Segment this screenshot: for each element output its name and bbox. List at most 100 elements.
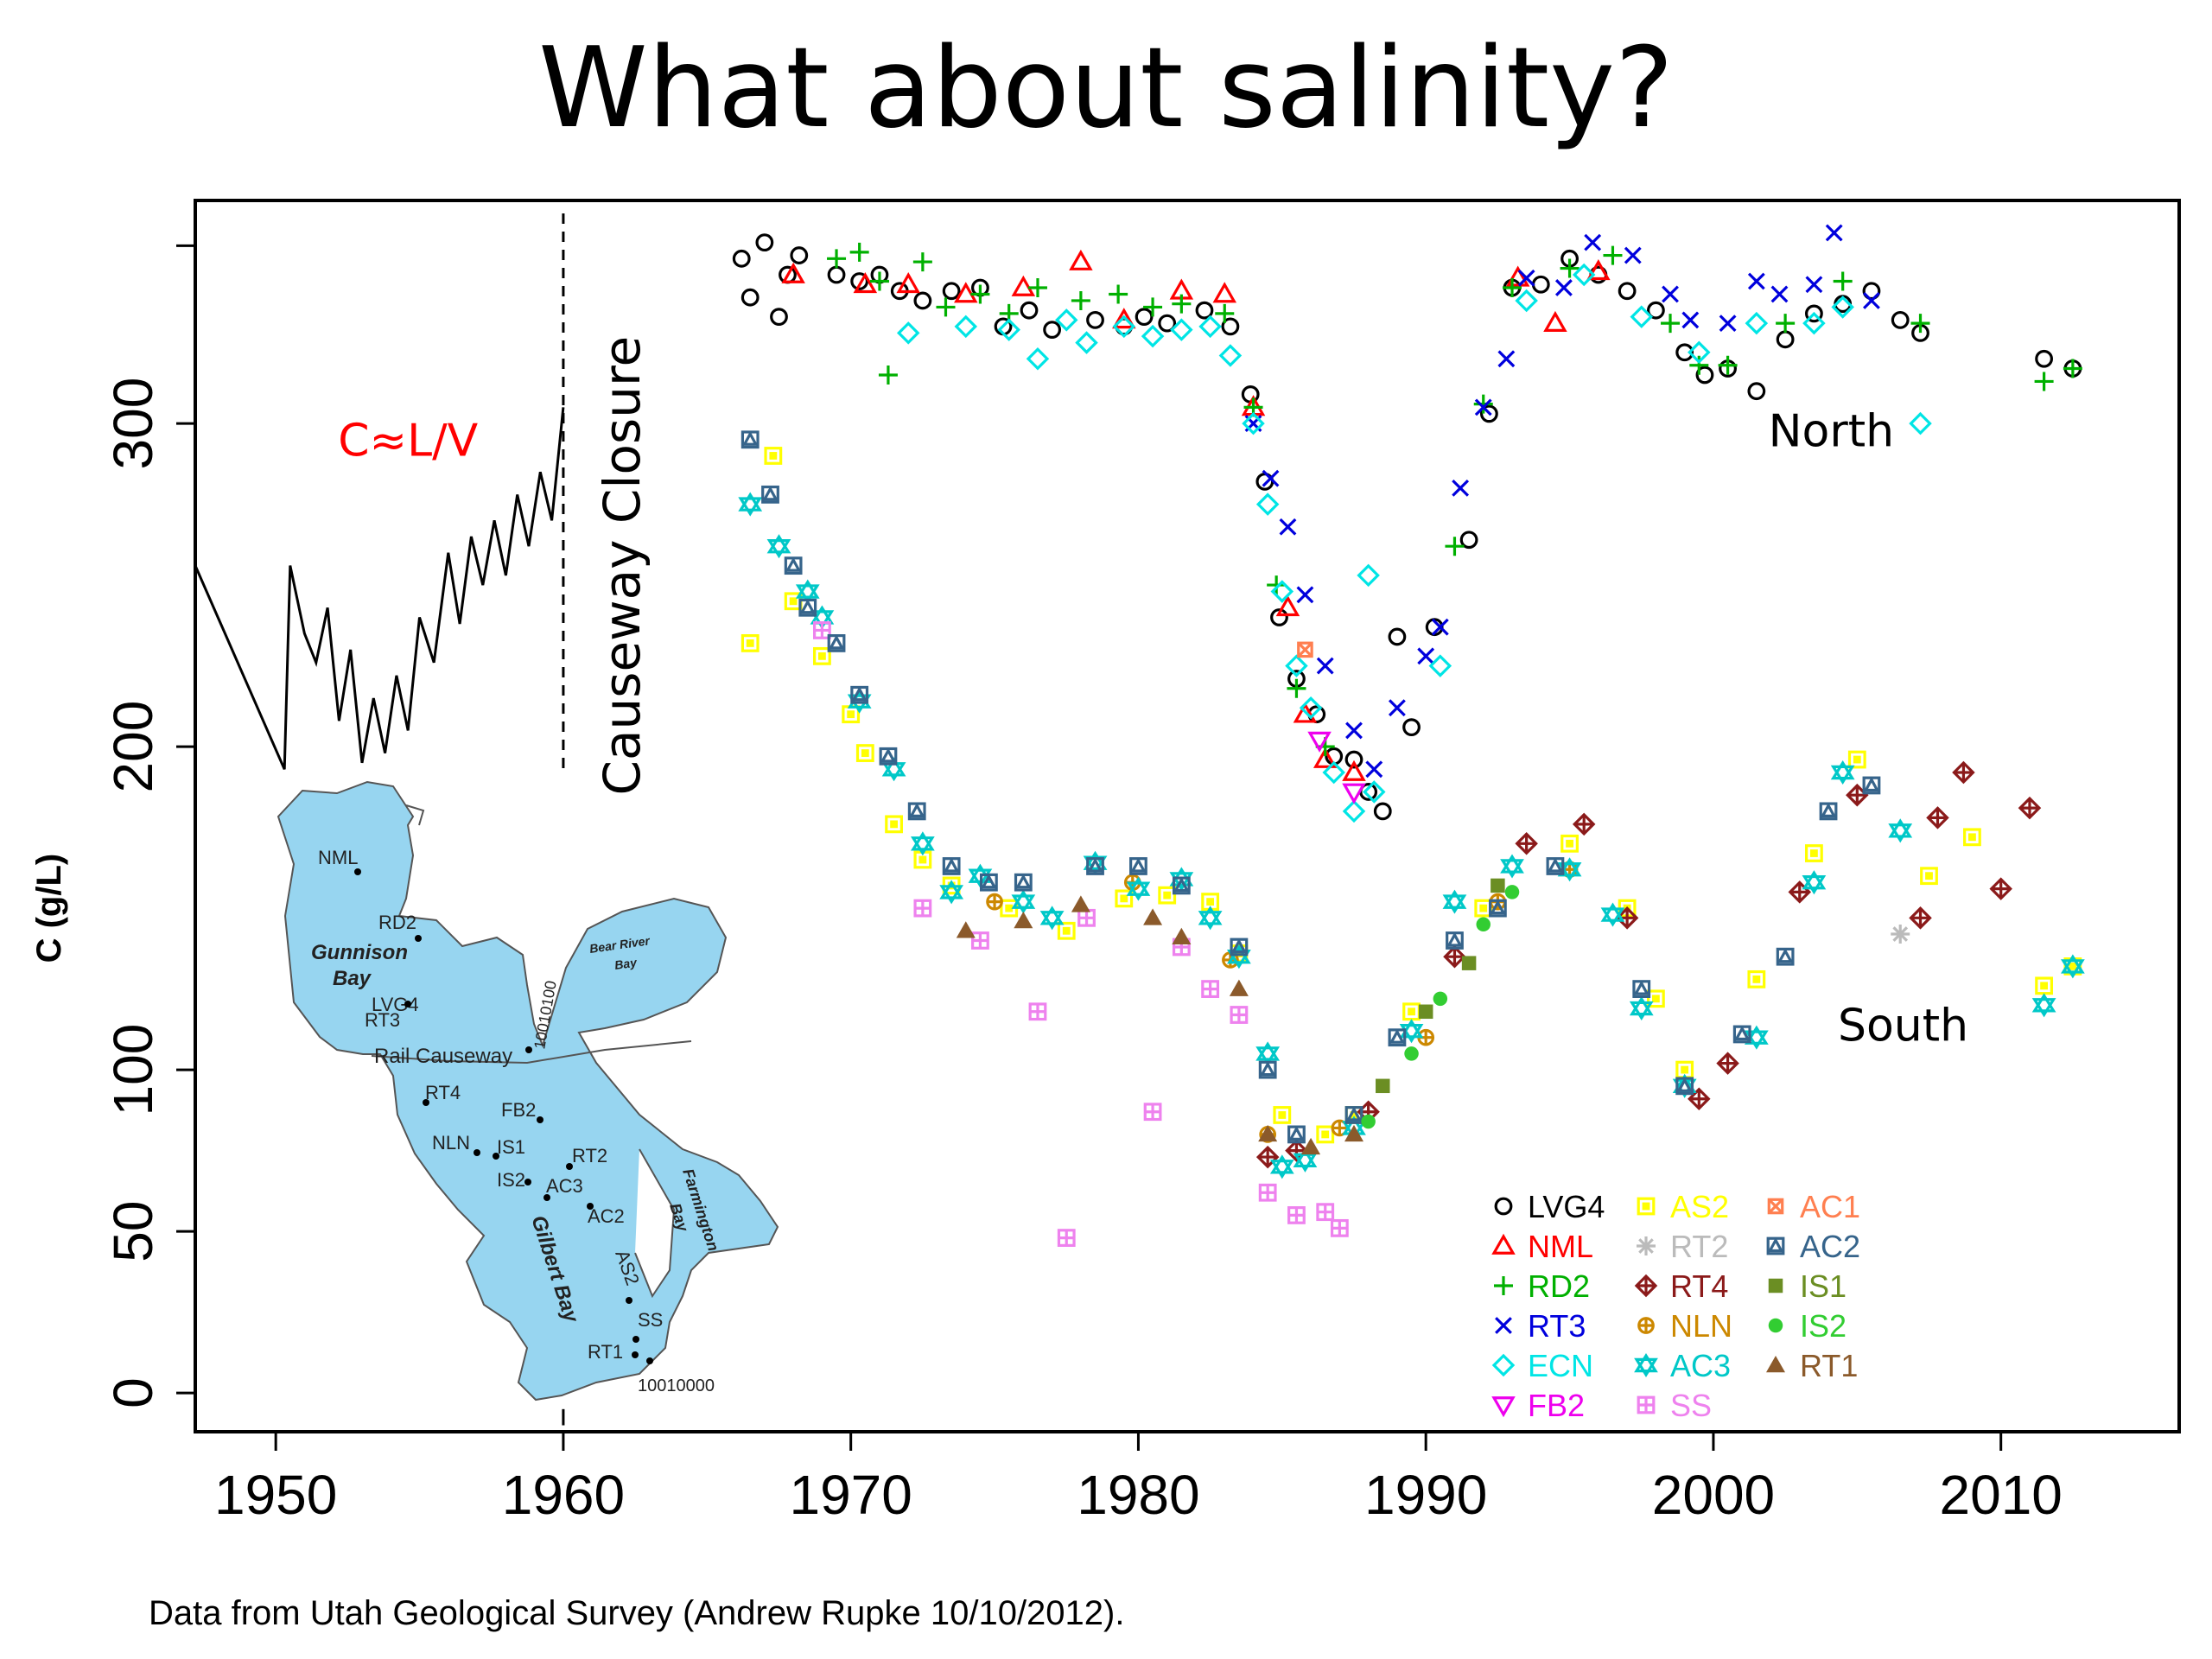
point-as2 bbox=[1560, 834, 1579, 853]
point-rt3 bbox=[1296, 586, 1314, 604]
formula-label: C≈L/V bbox=[338, 415, 478, 467]
legend-label-rd2: RD2 bbox=[1528, 1268, 1590, 1304]
point-ecn bbox=[1363, 780, 1386, 804]
point-ecn bbox=[1255, 493, 1280, 516]
point-ecn bbox=[1270, 580, 1294, 603]
point-rt3 bbox=[1474, 398, 1492, 416]
point-lvg4 bbox=[1862, 282, 1881, 301]
point-lvg4 bbox=[1747, 382, 1766, 401]
point-ac3 bbox=[2060, 954, 2085, 979]
point-as2 bbox=[1057, 921, 1076, 940]
point-as2 bbox=[1646, 989, 1665, 1008]
point-ss bbox=[1230, 1006, 1249, 1024]
point-as2 bbox=[1316, 1125, 1335, 1144]
legend-label-ecn: ECN bbox=[1528, 1348, 1593, 1383]
point-ac2 bbox=[1287, 1125, 1306, 1144]
point-ecn bbox=[1342, 799, 1366, 823]
rail-causeway-line bbox=[371, 1040, 692, 1065]
series-south-rt4 bbox=[1255, 760, 2042, 1169]
y-axis-label: C (g/L) bbox=[30, 854, 68, 963]
point-ac2 bbox=[761, 485, 779, 504]
legend-marker-ss bbox=[1637, 1395, 1656, 1414]
point-rt3 bbox=[1805, 276, 1823, 294]
point-ecn bbox=[1428, 654, 1452, 677]
point-rd2 bbox=[1027, 277, 1047, 297]
point-lvg4 bbox=[1373, 802, 1392, 821]
point-is2 bbox=[1404, 1046, 1419, 1061]
point-nml bbox=[896, 272, 920, 294]
point-rt1 bbox=[1229, 979, 1249, 996]
point-rt1 bbox=[956, 921, 976, 938]
point-lvg4 bbox=[1086, 310, 1104, 329]
point-ac3 bbox=[1744, 1025, 1769, 1050]
point-rd2 bbox=[1689, 355, 1709, 375]
point-lvg4 bbox=[942, 282, 961, 301]
station-dot bbox=[404, 1001, 411, 1007]
point-ac2 bbox=[784, 556, 803, 575]
data-points bbox=[732, 224, 2085, 1247]
series-south-ac2 bbox=[741, 430, 1881, 1144]
point-is1 bbox=[1418, 1004, 1433, 1020]
legend-marker-fb2 bbox=[1491, 1396, 1516, 1418]
point-ac2 bbox=[1388, 1028, 1407, 1047]
series-south-ss bbox=[813, 621, 1349, 1247]
point-rd2 bbox=[827, 249, 847, 269]
station-label-is2: IS2 bbox=[497, 1169, 525, 1191]
legend-label-ac1: AC1 bbox=[1800, 1189, 1860, 1224]
point-ac2 bbox=[1014, 873, 1033, 892]
point-ss bbox=[1143, 1103, 1162, 1122]
point-ac2 bbox=[1819, 802, 1838, 821]
point-lvg4 bbox=[770, 308, 788, 327]
legend-label-is1: IS1 bbox=[1800, 1268, 1847, 1304]
y-tick-label: 300 bbox=[102, 378, 164, 470]
station-dot bbox=[543, 1194, 550, 1201]
point-rt3 bbox=[1497, 350, 1516, 368]
point-as2 bbox=[813, 646, 831, 665]
bear-river-bay-label-2: Bay bbox=[613, 955, 639, 972]
station-dot bbox=[525, 1046, 532, 1053]
point-rt4 bbox=[2018, 796, 2042, 820]
point-ac3 bbox=[795, 579, 820, 604]
point-rt4 bbox=[1688, 1087, 1711, 1111]
point-ac2 bbox=[1446, 931, 1464, 950]
point-rt3 bbox=[1825, 224, 1843, 242]
point-rd2 bbox=[1503, 277, 1522, 297]
point-lvg4 bbox=[1776, 330, 1795, 349]
point-as2 bbox=[1805, 844, 1823, 862]
point-rt2 bbox=[1891, 925, 1910, 944]
station-label-is1: IS1 bbox=[497, 1136, 525, 1158]
slide-title: What about salinity? bbox=[538, 24, 1674, 153]
point-rt1 bbox=[1301, 1137, 1321, 1155]
point-ss bbox=[971, 931, 989, 950]
station-label-rt4: RT4 bbox=[425, 1082, 461, 1103]
point-rt3 bbox=[1365, 760, 1383, 779]
station-dot bbox=[537, 1116, 543, 1123]
station-dot bbox=[474, 1149, 480, 1156]
point-lvg4 bbox=[1135, 308, 1154, 327]
point-ac2 bbox=[1230, 938, 1249, 957]
point-rt3 bbox=[1417, 647, 1435, 665]
point-rd2 bbox=[2063, 359, 2082, 378]
point-as2 bbox=[885, 815, 903, 834]
point-nml bbox=[1275, 595, 1300, 617]
point-rd2 bbox=[1445, 537, 1465, 556]
point-lvg4 bbox=[1020, 301, 1039, 320]
series-north-ac1 bbox=[1297, 641, 1313, 658]
point-lvg4 bbox=[1479, 404, 1498, 423]
point-ecn bbox=[1054, 308, 1078, 332]
station-label-ac2: AC2 bbox=[588, 1205, 625, 1227]
point-lvg4 bbox=[1195, 301, 1214, 320]
point-ecn bbox=[997, 318, 1020, 341]
point-rt3 bbox=[1388, 699, 1406, 717]
point-ac2 bbox=[907, 802, 926, 821]
south-label: South bbox=[1838, 1000, 1968, 1052]
point-is1 bbox=[1376, 1078, 1390, 1094]
point-rt3 bbox=[1279, 518, 1297, 536]
legend-marker-ac2 bbox=[1766, 1236, 1785, 1255]
legend-label-ac3: AC3 bbox=[1670, 1348, 1731, 1383]
point-lvg4 bbox=[1270, 608, 1288, 626]
station-dot bbox=[493, 1153, 499, 1160]
point-ac3 bbox=[1442, 889, 1467, 914]
legend-label-fb2: FB2 bbox=[1528, 1388, 1585, 1423]
y-tick-label: 100 bbox=[102, 1024, 164, 1116]
